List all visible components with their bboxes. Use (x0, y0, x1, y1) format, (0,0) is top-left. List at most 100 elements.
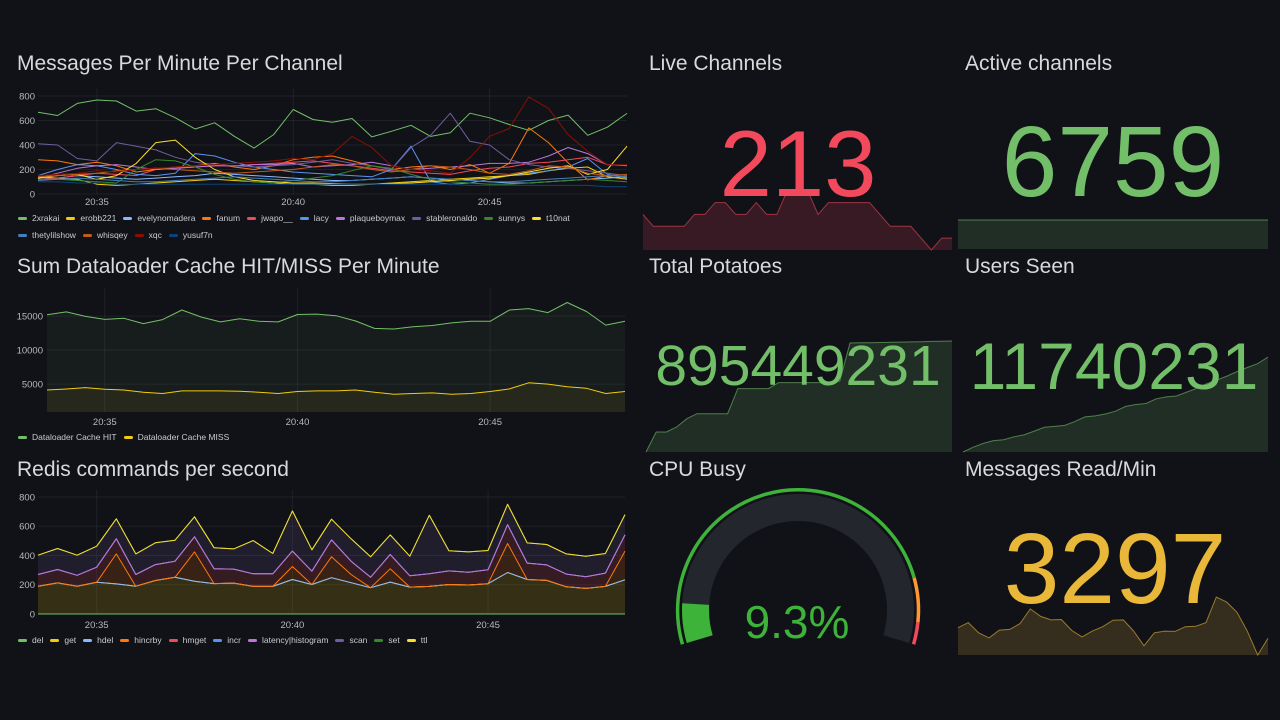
legend-color-swatch (247, 638, 257, 642)
x-tick-label: 20:35 (85, 620, 109, 631)
series-area-get (38, 572, 625, 614)
legend-item-get[interactable]: get (50, 634, 76, 646)
series-area-scan (38, 504, 625, 578)
panel-active-channels: 6759 Active channels (958, 44, 1268, 251)
legend-label: t10nat (546, 213, 570, 223)
x-tick-label: 20:45 (478, 417, 502, 428)
legend-item-fanum[interactable]: fanum (202, 212, 240, 224)
legend-item-t10nat[interactable]: t10nat (532, 212, 570, 224)
legend-color-swatch (18, 216, 27, 220)
y-tick-label: 10000 (17, 345, 43, 356)
chart-dataloader-cache-hit-miss[interactable]: 5000 10000 15000 20:35 20:40 20:45 (0, 247, 640, 453)
legend-item-evelynomadera[interactable]: evelynomadera (123, 212, 195, 224)
y-tick-label: 0 (30, 189, 35, 200)
panel-title[interactable]: Messages Read/Min (965, 458, 1157, 481)
legend-color-swatch (120, 638, 130, 642)
stat-value: 6759 (1002, 106, 1224, 218)
series-lines (37, 503, 626, 615)
panel-total-potatoes: 895449231 Total Potatoes (643, 247, 953, 454)
legend-color-swatch (168, 638, 178, 642)
legend-color-swatch (82, 233, 92, 237)
legend-color-swatch (335, 216, 345, 220)
legend-label: sunnys (498, 213, 526, 223)
legend-color-swatch (213, 638, 223, 642)
sparkline (957, 596, 1269, 657)
legend-color-swatch (484, 216, 494, 220)
series-line-2xrakai (37, 99, 628, 149)
panel-messages-read-per-min: 3297 Messages Read/Min (957, 450, 1269, 657)
y-tick-label: 600 (19, 116, 35, 127)
legend-item-erobb221[interactable]: erobb221 (66, 212, 116, 224)
legend-item-xqc[interactable]: xqc (134, 229, 162, 241)
legend-item-incr[interactable]: incr (213, 634, 241, 646)
legend-color-swatch (299, 216, 309, 220)
legend-color-swatch (168, 233, 178, 237)
panel-title[interactable]: Messages Per Minute Per Channel (17, 52, 343, 75)
legend-label: whisqey (96, 230, 128, 240)
series-line-lacy (37, 145, 628, 185)
series-line-t10nat (37, 139, 628, 185)
legend-item-hdel[interactable]: hdel (83, 634, 113, 646)
legend-color-swatch (247, 216, 257, 220)
sparkline (962, 356, 1269, 453)
legend-color-swatch (18, 233, 27, 237)
legend-label: evelynomadera (137, 213, 196, 223)
legend-item-hincrby[interactable]: hincrby (120, 634, 162, 646)
panel-title[interactable]: Redis commands per second (17, 458, 289, 481)
legend-item-dataloader-cache-hit[interactable]: Dataloader Cache HIT (18, 431, 117, 443)
series-area-dataloader-cache-miss (47, 382, 625, 412)
legend-item-set[interactable]: set (374, 634, 400, 646)
panel-title[interactable]: Live Channels (649, 52, 783, 75)
legend-item-yusuf7n[interactable]: yusuf7n (168, 229, 213, 241)
legend-label: Dataloader Cache MISS (137, 432, 230, 442)
legend-label: erobb221 (80, 213, 117, 223)
legend-color-swatch (406, 638, 416, 642)
legend-label: jwapo__ (261, 213, 293, 223)
legend-item-dataloader-cache-miss[interactable]: Dataloader Cache MISS (123, 431, 230, 443)
series-line-thetylilshow (37, 175, 628, 183)
legend-item-stableronaldo[interactable]: stableronaldo (412, 212, 477, 224)
legend-label: thetylilshow (32, 230, 76, 240)
panel-title[interactable]: Sum Dataloader Cache HIT/MISS Per Minute (17, 255, 440, 278)
legend-color-swatch (50, 638, 60, 642)
legend-color-swatch (123, 216, 133, 220)
series-line-yusuf7n (38, 181, 627, 188)
legend-item-ttl[interactable]: ttl (406, 634, 428, 646)
legend-item-whisqey[interactable]: whisqey (82, 229, 128, 241)
legend-color-swatch (202, 216, 212, 220)
x-tick-label: 20:45 (476, 620, 500, 631)
sparkline (645, 340, 953, 453)
series-line-hincrby (37, 543, 626, 589)
stat-value: 213 (720, 111, 877, 216)
legend-item-latency-histogram[interactable]: latency|histogram (247, 634, 328, 646)
y-tick-label: 200 (19, 580, 35, 591)
legend-item-thetylilshow[interactable]: thetylilshow (18, 229, 76, 241)
legend-color-swatch (66, 216, 76, 220)
legend-item-jwapo[interactable]: jwapo__ (247, 212, 293, 224)
legend-item-2xrakai[interactable]: 2xrakai (18, 212, 59, 224)
legend-item-del[interactable]: del (18, 634, 43, 646)
stat-value: 3297 (1004, 513, 1226, 625)
chart-messages-per-minute-per-channel[interactable]: 0 200 400 600 800 20:35 20:40 20:45 (0, 44, 640, 250)
panel-title[interactable]: CPU Busy (649, 458, 746, 481)
legend-label: ttl (420, 635, 428, 645)
panel-cpu-busy: 9.3% CPU Busy (643, 450, 952, 657)
chart-redis-commands-per-second[interactable]: 0 200 400 600 800 20:35 20:40 20:45 (0, 450, 640, 656)
legend-item-scan[interactable]: scan (335, 634, 367, 646)
legend-label: xqc (148, 230, 162, 240)
legend-item-lacy[interactable]: lacy (299, 212, 329, 224)
legend-item-plaqueboymax[interactable]: plaqueboymax (335, 212, 405, 224)
legend: 2xrakai erobb221 evelynomadera fanum jwapo__… (18, 212, 628, 241)
stat-value: 895449231 (655, 334, 940, 398)
panel-users-seen: 11740231 Users Seen (958, 247, 1269, 454)
sparkline (958, 219, 1268, 249)
panel-title[interactable]: Total Potatoes (649, 255, 783, 278)
legend-item-hmget[interactable]: hmget (168, 634, 206, 646)
sparkline-line (645, 340, 953, 453)
legend-item-sunnys[interactable]: sunnys (484, 212, 525, 224)
panel-title[interactable]: Active channels (965, 52, 1113, 75)
series-line-ttl (37, 503, 626, 558)
legend-color-swatch (134, 233, 144, 237)
panel-title[interactable]: Users Seen (965, 255, 1075, 278)
y-tick-label: 5000 (22, 379, 43, 390)
